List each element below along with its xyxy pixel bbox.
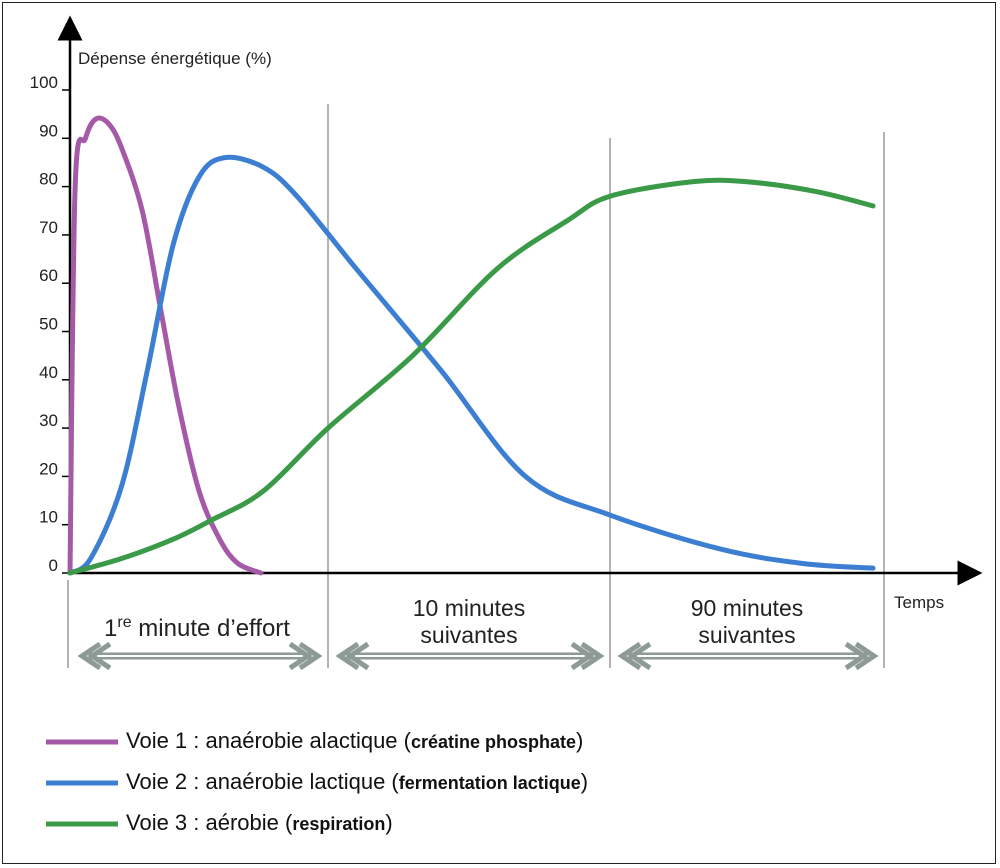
y-tick-label: 80 xyxy=(39,170,58,189)
arrow-head-right xyxy=(854,641,879,671)
y-tick-label: 90 xyxy=(39,121,58,140)
phase-label-line1: 90 minutes xyxy=(691,595,804,621)
y-tick-label: 60 xyxy=(39,266,58,285)
arrow-head-right-inner xyxy=(844,641,869,671)
series-line-voie-2 xyxy=(67,154,876,576)
arrow-head-left-inner xyxy=(627,641,652,671)
phase-label-line1: 10 minutes xyxy=(413,595,526,621)
legend: Voie 1 : anaérobie alactique (créatine p… xyxy=(46,728,588,835)
y-tick-label: 20 xyxy=(39,459,58,478)
phase-label: 1re minute d’effort xyxy=(104,614,290,642)
arrow-head-left-inner xyxy=(87,641,112,671)
phase-duration-arrow xyxy=(335,641,605,671)
legend-entry-voie-3: Voie 3 : aérobie (respiration) xyxy=(126,810,393,835)
x-axis-label: Temps xyxy=(894,593,944,612)
y-axis-label: Dépense énergétique (%) xyxy=(78,49,272,68)
phase-duration-arrow xyxy=(77,641,323,671)
arrow-head-left xyxy=(617,641,642,671)
y-tick-label: 0 xyxy=(49,556,58,575)
legend-entry-voie-1: Voie 1 : anaérobie alactique (créatine p… xyxy=(126,728,583,753)
series-lines xyxy=(67,115,876,576)
arrow-head-right-inner xyxy=(570,641,595,671)
y-tick-label: 30 xyxy=(39,411,58,430)
phase-label-line2: suivantes xyxy=(420,622,517,648)
y-tick-label: 50 xyxy=(39,315,58,334)
y-tick-label: 100 xyxy=(30,73,58,92)
series-line-voie-3 xyxy=(67,177,876,576)
arrow-head-left xyxy=(77,641,102,671)
arrow-head-right xyxy=(298,641,323,671)
y-tick-label: 10 xyxy=(39,508,58,527)
arrow-head-left xyxy=(335,641,360,671)
phase-label-line2: suivantes xyxy=(698,622,795,648)
arrow-head-right-inner xyxy=(288,641,313,671)
y-tick-label: 40 xyxy=(39,363,58,382)
legend-entry-voie-2: Voie 2 : anaérobie lactique (fermentatio… xyxy=(126,769,588,794)
y-tick-label: 70 xyxy=(39,218,58,237)
axes: 0 10 20 30 40 50 60 70 80 90 100 xyxy=(30,15,983,586)
arrow-head-left-inner xyxy=(345,641,370,671)
arrow-head-right xyxy=(580,641,605,671)
series-line-voie-1 xyxy=(67,115,264,576)
phase-duration-arrow xyxy=(617,641,879,671)
